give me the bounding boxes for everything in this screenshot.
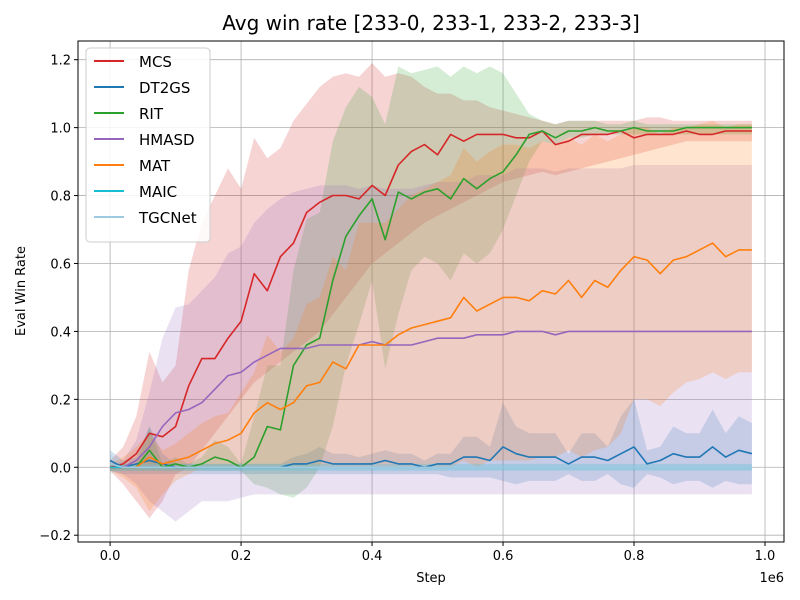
x-tick-label: 0.6 bbox=[493, 549, 514, 564]
x-axis-label: Step bbox=[416, 571, 446, 586]
x-axis-scale-label: 1e6 bbox=[759, 571, 784, 586]
y-tick-label: 0.6 bbox=[50, 257, 71, 272]
hmasd-band bbox=[110, 165, 752, 522]
legend-box bbox=[85, 47, 211, 243]
x-tick-label: 1.0 bbox=[755, 549, 776, 564]
rit-line bbox=[110, 126, 752, 469]
dt2gs-band bbox=[110, 399, 752, 488]
series-lines bbox=[109, 126, 753, 469]
x-tick-label: 0.8 bbox=[624, 549, 645, 564]
y-axis-label: Eval Win Rate bbox=[14, 246, 29, 336]
legend-label-mat: MAT bbox=[139, 157, 171, 175]
y-axis-ticks: −0.2 0.0 0.2 0.4 0.6 0.8 1.0 1.2 bbox=[39, 54, 78, 544]
x-tick-label: 0.0 bbox=[100, 549, 121, 564]
y-tick-label: 0.2 bbox=[50, 393, 71, 408]
plot-frame bbox=[77, 40, 785, 543]
mat-line bbox=[110, 242, 752, 469]
legend-label-hmasd: HMASD bbox=[139, 131, 195, 149]
tgcnet-band bbox=[110, 453, 752, 475]
mat-band bbox=[110, 120, 752, 512]
x-tick-label: 0.4 bbox=[362, 549, 383, 564]
rit-band bbox=[110, 66, 752, 498]
y-tick-label: 0.0 bbox=[50, 461, 71, 476]
x-tick-label: 0.2 bbox=[231, 549, 252, 564]
y-tick-label: 1.2 bbox=[50, 54, 71, 69]
legend-label-dt2gs: DT2GS bbox=[139, 79, 190, 97]
y-tick-label: 0.4 bbox=[50, 325, 71, 340]
legend-label-mcs: MCS bbox=[139, 53, 172, 71]
y-tick-label: −0.2 bbox=[39, 529, 71, 544]
mcs-band bbox=[110, 63, 752, 519]
legend-label-rit: RIT bbox=[139, 105, 164, 123]
y-tick-label: 0.8 bbox=[50, 190, 71, 205]
y-tick-label: 1.0 bbox=[50, 122, 71, 137]
chart-title: Avg win rate [233-0, 233-1, 233-2, 233-3… bbox=[222, 11, 640, 35]
legend-label-tgcnet: TGCNet bbox=[138, 209, 197, 227]
x-axis-ticks: 0.0 0.2 0.4 0.6 0.8 1.0 bbox=[100, 542, 776, 564]
hmasd-line bbox=[110, 330, 752, 469]
legend: MCS DT2GS RIT HMASD MAT MAIC TGCNet bbox=[85, 47, 211, 243]
confidence-bands bbox=[110, 63, 752, 522]
mcs-line bbox=[109, 130, 752, 469]
tgcnet-line bbox=[109, 463, 752, 469]
legend-label-maic: MAIC bbox=[139, 183, 177, 201]
